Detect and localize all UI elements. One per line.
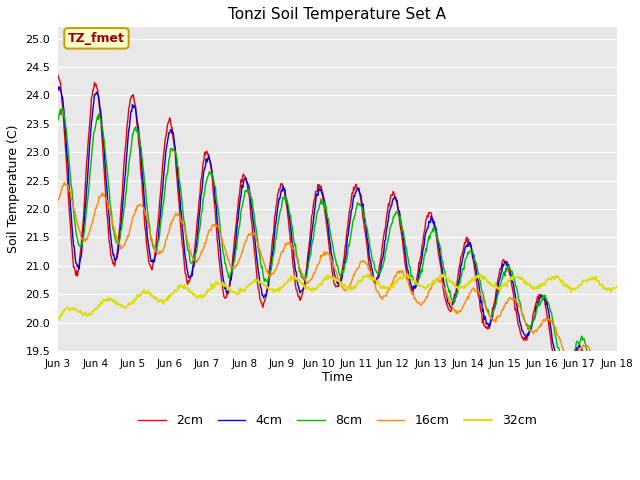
16cm bbox=[54, 198, 62, 204]
Y-axis label: Soil Temperature (C): Soil Temperature (C) bbox=[7, 125, 20, 253]
Line: 8cm: 8cm bbox=[58, 108, 617, 409]
32cm bbox=[403, 271, 411, 277]
8cm bbox=[384, 239, 392, 245]
4cm bbox=[54, 87, 62, 93]
8cm bbox=[563, 366, 570, 372]
32cm bbox=[177, 284, 185, 289]
2cm bbox=[438, 277, 446, 283]
2cm bbox=[201, 150, 209, 156]
8cm bbox=[59, 105, 67, 111]
4cm bbox=[439, 271, 447, 277]
32cm bbox=[330, 276, 337, 282]
X-axis label: Time: Time bbox=[322, 372, 353, 384]
32cm bbox=[613, 284, 621, 290]
2cm bbox=[54, 72, 62, 78]
16cm bbox=[604, 382, 612, 388]
4cm bbox=[55, 84, 63, 90]
4cm bbox=[202, 163, 209, 169]
Title: Tonzi Soil Temperature Set A: Tonzi Soil Temperature Set A bbox=[228, 7, 446, 22]
16cm bbox=[202, 240, 209, 246]
8cm bbox=[202, 183, 209, 189]
4cm bbox=[330, 263, 337, 268]
16cm bbox=[177, 219, 185, 225]
8cm bbox=[599, 406, 607, 412]
Line: 4cm: 4cm bbox=[58, 87, 617, 434]
8cm bbox=[613, 379, 621, 384]
16cm bbox=[384, 289, 392, 295]
Line: 16cm: 16cm bbox=[58, 182, 617, 385]
16cm bbox=[330, 262, 337, 268]
16cm bbox=[60, 180, 68, 185]
8cm bbox=[177, 193, 185, 199]
2cm bbox=[383, 211, 391, 217]
32cm bbox=[563, 282, 571, 288]
Text: TZ_fmet: TZ_fmet bbox=[68, 32, 125, 45]
2cm bbox=[613, 401, 621, 407]
8cm bbox=[439, 258, 447, 264]
Line: 2cm: 2cm bbox=[58, 75, 617, 442]
32cm bbox=[384, 284, 392, 290]
32cm bbox=[54, 315, 62, 321]
16cm bbox=[613, 374, 621, 380]
2cm bbox=[562, 384, 570, 390]
2cm bbox=[177, 223, 184, 229]
4cm bbox=[613, 396, 621, 401]
2cm bbox=[329, 272, 337, 277]
8cm bbox=[54, 117, 62, 123]
16cm bbox=[563, 352, 570, 358]
4cm bbox=[595, 432, 603, 437]
4cm bbox=[384, 220, 392, 226]
8cm bbox=[330, 246, 337, 252]
32cm bbox=[55, 316, 63, 322]
2cm bbox=[597, 439, 605, 445]
16cm bbox=[439, 282, 447, 288]
32cm bbox=[202, 292, 209, 298]
32cm bbox=[440, 272, 447, 277]
4cm bbox=[563, 384, 570, 389]
Line: 32cm: 32cm bbox=[58, 274, 617, 319]
4cm bbox=[177, 210, 185, 216]
Legend: 2cm, 4cm, 8cm, 16cm, 32cm: 2cm, 4cm, 8cm, 16cm, 32cm bbox=[133, 409, 541, 432]
